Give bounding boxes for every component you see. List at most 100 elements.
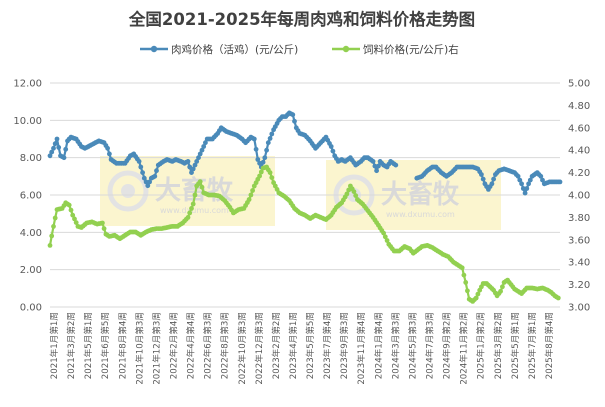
data-point [70, 212, 76, 218]
x-tick-label: 2022年10月第3周 [236, 312, 248, 385]
data-point [56, 145, 62, 150]
data-point [500, 284, 505, 290]
data-point [72, 216, 77, 222]
data-point [143, 179, 149, 185]
data-point [100, 220, 105, 226]
y-right-tick-label: 4.20 [568, 168, 590, 179]
data-point [250, 188, 256, 193]
x-tick-label: 2025年8月第4周 [543, 312, 555, 379]
y-axis-left: 0.00 2.00 4.00 6.00 8.00 10.00 12.00 [13, 79, 42, 314]
data-point [251, 136, 257, 142]
x-tick-label: 2024年3月第3周 [389, 312, 401, 379]
data-point [491, 176, 496, 182]
legend-marker-meat-chicken [150, 45, 158, 53]
data-point [376, 163, 381, 169]
data-point [185, 159, 191, 164]
series-meat-chicken [47, 110, 563, 196]
y-axis-right: 3.00 3.20 3.40 3.60 3.80 4.00 4.20 4.40 4.60 4.80… [568, 79, 590, 314]
data-point [557, 179, 563, 185]
data-point [192, 192, 198, 198]
legend-item-feed[interactable]: 饲料价格(元/公斤)右 [332, 43, 459, 56]
chart-title: 全国2021-2025年每周肉鸡和饲料价格走势图 [128, 9, 475, 29]
data-point [374, 168, 379, 174]
data-point [292, 118, 297, 124]
data-point [197, 179, 203, 185]
data-point [52, 141, 58, 147]
data-point [330, 148, 336, 154]
x-tick-label: 2025年1月第2周 [475, 312, 487, 379]
data-point [328, 144, 334, 149]
x-tick-label: 2024年1月第4周 [372, 312, 384, 379]
watermark-logo-dot [121, 184, 135, 198]
data-point [136, 159, 142, 164]
y-left-tick-label: 6.00 [20, 191, 42, 202]
x-tick-label: 2024年5月第3周 [406, 312, 418, 379]
data-point [68, 207, 74, 213]
data-point [384, 238, 390, 243]
x-tick-label: 2022年8月第3周 [219, 312, 231, 379]
x-tick-label: 2025年5月第1周 [509, 312, 521, 379]
data-point [73, 220, 79, 226]
data-point [269, 175, 275, 181]
data-point [344, 191, 350, 197]
data-point [269, 131, 275, 137]
data-point [185, 215, 191, 220]
x-tick-label: 2021年10月第3周 [133, 312, 145, 385]
x-tick-label: 2022年4月第4周 [185, 312, 197, 379]
data-point [267, 136, 273, 141]
watermark-logo-icon [107, 170, 149, 212]
watermark-url: www.dxumu.com [160, 206, 229, 215]
y-right-tick-label: 4.80 [568, 101, 590, 112]
y-left-tick-label: 0.00 [20, 303, 42, 314]
data-point [479, 172, 484, 177]
data-point [248, 192, 254, 198]
data-point [267, 170, 273, 176]
data-point [51, 224, 56, 229]
data-point [152, 173, 158, 179]
legend-item-meat-chicken[interactable]: 肉鸡价格（活鸡）(元/公斤) [140, 43, 298, 56]
series [47, 110, 563, 304]
y-right-tick-label: 3.20 [568, 280, 590, 291]
x-tick-label: 2021年12月第3周 [150, 312, 162, 385]
legend-label-feed: 饲料价格(元/公斤)右 [363, 43, 459, 56]
data-point [262, 155, 268, 161]
gridlines [50, 82, 560, 308]
data-point [49, 149, 55, 155]
data-point [538, 173, 544, 179]
data-point [526, 181, 531, 187]
data-point [203, 140, 208, 146]
data-point [381, 230, 386, 236]
data-point [145, 183, 151, 189]
x-tick-label: 2021年1月第1周 [48, 312, 60, 379]
x-tick-label: 2025年3月第2周 [492, 312, 504, 379]
data-point [515, 173, 521, 179]
data-point [461, 272, 467, 278]
data-point [199, 184, 205, 190]
data-point [190, 166, 196, 172]
data-point [473, 295, 479, 301]
data-point [105, 145, 110, 151]
y-left-tick-label: 4.00 [20, 228, 42, 239]
data-point [147, 179, 153, 185]
data-point [351, 189, 357, 195]
data-point [192, 162, 198, 168]
data-point [253, 146, 259, 152]
data-point [187, 210, 193, 216]
data-point [246, 197, 252, 202]
y-left-tick-label: 2.00 [20, 265, 42, 276]
legend[interactable]: 肉鸡价格（活鸡）(元/公斤) 饲料价格(元/公斤)右 [140, 43, 459, 56]
data-point [107, 151, 112, 157]
y-left-tick-label: 8.00 [20, 153, 42, 164]
data-point [63, 146, 69, 152]
data-point [372, 163, 378, 169]
data-point [138, 164, 144, 170]
data-point [480, 176, 486, 182]
data-point [197, 151, 203, 157]
data-point [194, 159, 200, 164]
x-tick-label: 2024年9月第2周 [441, 312, 453, 379]
y-left-tick-label: 12.00 [13, 79, 42, 90]
data-point [255, 157, 261, 162]
x-tick-label: 2022年6月第3周 [202, 312, 214, 379]
x-tick-label: 2023年11月第4周 [355, 312, 367, 385]
